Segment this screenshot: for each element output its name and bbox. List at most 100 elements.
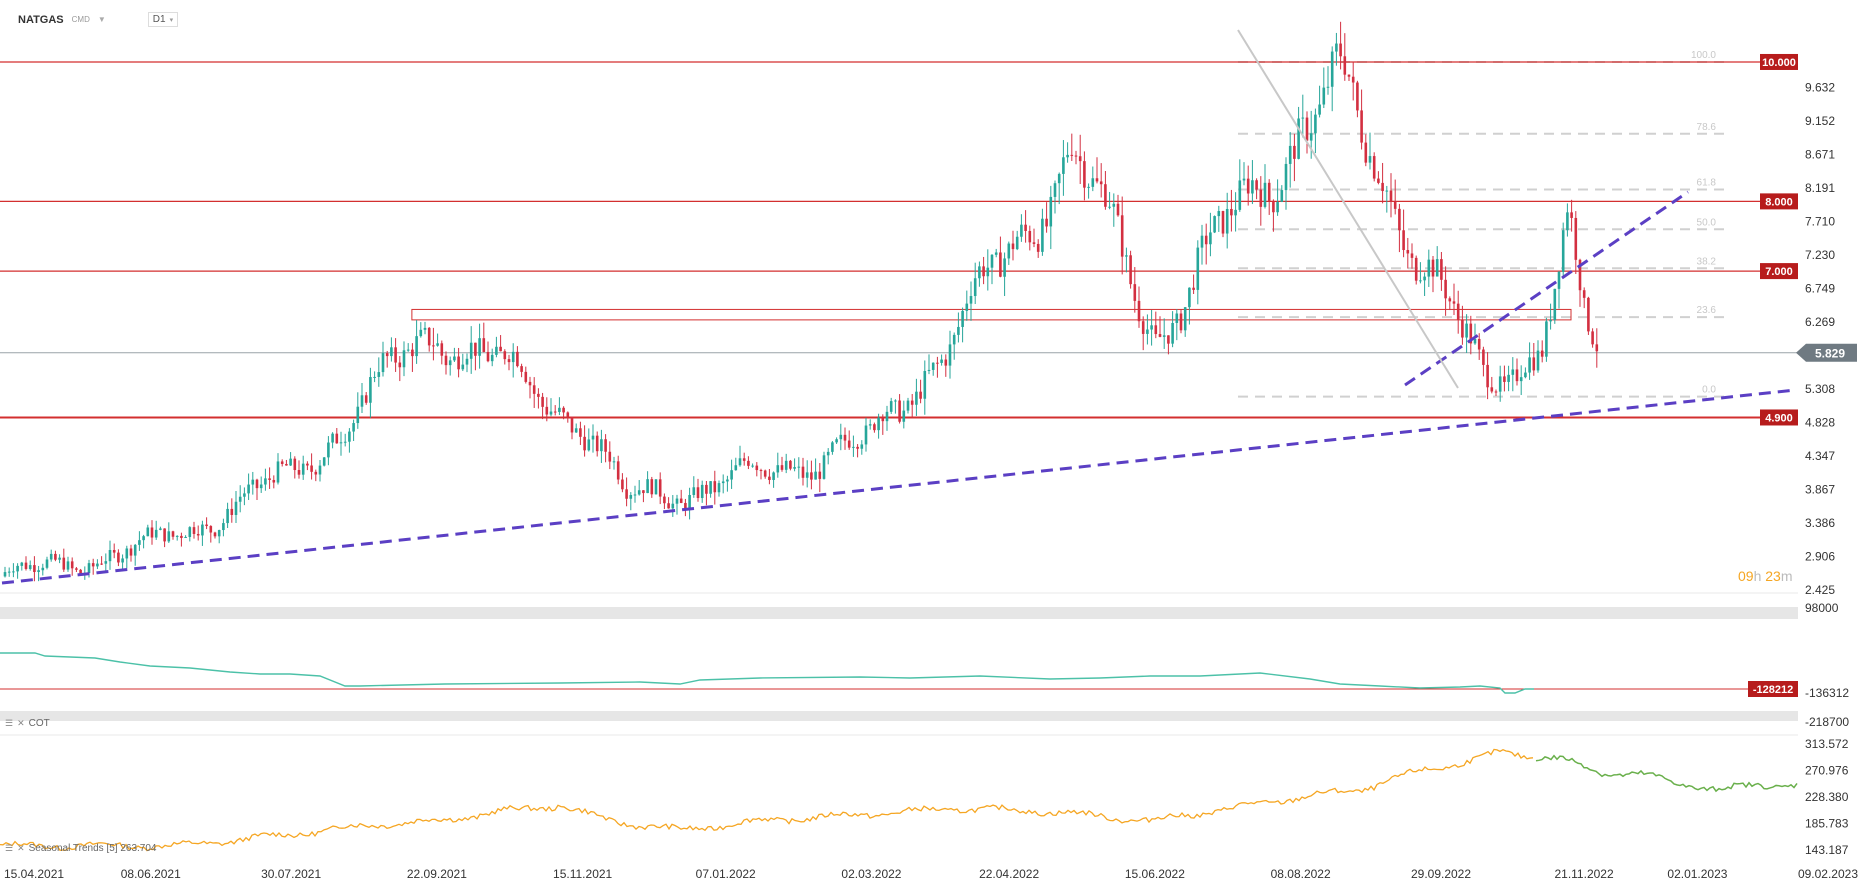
seasonal-tick-label: 270.976 [1805, 763, 1849, 777]
cot-series-line [0, 652, 1534, 694]
candle-body [587, 439, 591, 451]
candle-body [1553, 288, 1557, 321]
candle-body [352, 423, 355, 432]
menu-icon[interactable]: ☰ [5, 718, 14, 728]
candle-body [1192, 287, 1195, 290]
candle-body [1461, 319, 1464, 338]
candle-body [1389, 190, 1393, 202]
candle-body [280, 461, 284, 464]
candle-body [1213, 216, 1216, 233]
candle-body [1053, 183, 1057, 197]
candle-body [1427, 259, 1431, 277]
y-tick-label: 7.230 [1805, 248, 1835, 262]
y-tick-label: 6.749 [1805, 282, 1835, 296]
candle-body [1280, 190, 1284, 202]
candle-body [839, 434, 843, 440]
candle-body [217, 530, 221, 537]
candle-body [1524, 372, 1527, 378]
candle-body [1322, 87, 1326, 105]
candle-body [201, 524, 204, 536]
candle-body [952, 334, 956, 345]
candle-body [1515, 369, 1519, 382]
candle-body [1066, 154, 1069, 158]
candle-body [1041, 218, 1044, 252]
candle-body [180, 535, 183, 538]
candle-body [1074, 155, 1078, 157]
short-term-trendline [1404, 190, 1689, 387]
candle-body [1490, 387, 1494, 392]
candle-body [1284, 163, 1288, 191]
candle-body [1108, 206, 1111, 208]
fib-label: 78.6 [1697, 122, 1717, 133]
candle-body [175, 535, 179, 537]
candle-body [1360, 110, 1363, 143]
candle-body [243, 493, 246, 497]
candle-body [62, 557, 66, 570]
candle-body [621, 479, 624, 490]
candle-body [709, 481, 712, 494]
candle-body [650, 479, 654, 495]
candle-body [528, 381, 532, 386]
seasonal-panel[interactable] [0, 748, 1798, 852]
close-icon[interactable]: ✕ [17, 718, 25, 728]
candle-body [1330, 51, 1334, 87]
candle-body [87, 563, 91, 574]
symbol-label[interactable]: NATGAS [18, 13, 64, 26]
candle-body [1532, 357, 1536, 371]
y-tick-label: 4.828 [1805, 415, 1835, 429]
price-panel[interactable]: 100.0 78.6 61.8 50.0 38.2 23.6 0.0 10.000 8.000 7… [0, 21, 1857, 585]
candle-body [986, 267, 990, 277]
candle-body [1549, 320, 1552, 322]
candle-body [1545, 321, 1548, 357]
candle-body [541, 396, 544, 407]
candle-body [616, 461, 620, 480]
candle-body [1272, 200, 1275, 213]
candle-body [247, 484, 250, 494]
candle-body [814, 471, 817, 480]
candle-body [957, 326, 960, 335]
candle-body [398, 362, 402, 368]
candle-body [1339, 43, 1342, 57]
seasonal-tick-label: 228.380 [1805, 790, 1849, 804]
candle-body [608, 451, 612, 462]
current-price-text: 5.829 [1815, 347, 1845, 361]
candle-body [801, 466, 805, 478]
candle-body [1125, 255, 1128, 257]
candle-body [831, 442, 834, 452]
cot-panel[interactable]: -128212 [0, 652, 1798, 697]
candle-body [1587, 297, 1590, 332]
candle-body [1528, 357, 1531, 373]
candle-body [54, 553, 57, 560]
candle-body [532, 385, 536, 394]
candle-body [1011, 243, 1015, 250]
candle-body [1335, 43, 1338, 52]
candle-body [285, 463, 288, 466]
candle-body [696, 487, 700, 499]
candle-body [1498, 376, 1502, 392]
symbol-dropdown-icon[interactable]: ▼ [97, 15, 106, 24]
candle-body [125, 548, 129, 559]
candle-body [654, 479, 658, 495]
candle-body [238, 496, 242, 502]
y-tick-label: 2.906 [1805, 549, 1835, 563]
candle-body [675, 498, 679, 504]
candle-body [822, 455, 826, 479]
menu-icon[interactable]: ☰ [5, 843, 14, 853]
chart-header: NATGAS CMD ▼ D1 ▾ [18, 12, 179, 27]
candle-body [154, 529, 158, 538]
candle-body [41, 567, 45, 571]
candle-body [1503, 376, 1506, 382]
current-price-badge [1796, 343, 1857, 362]
candle-body [1225, 208, 1229, 234]
candle-body [406, 349, 410, 351]
timer-minutes-unit: m [1780, 568, 1793, 584]
candle-body [369, 377, 372, 403]
cot-badge-text: -128212 [1753, 684, 1793, 696]
close-icon[interactable]: ✕ [17, 843, 25, 853]
candle-body [1570, 212, 1573, 218]
timeframe-select[interactable]: D1 ▾ [147, 12, 179, 27]
candle-body [507, 359, 511, 363]
y-tick-label: 8.671 [1805, 148, 1835, 162]
x-tick-label: 15.06.2022 [1125, 867, 1185, 881]
